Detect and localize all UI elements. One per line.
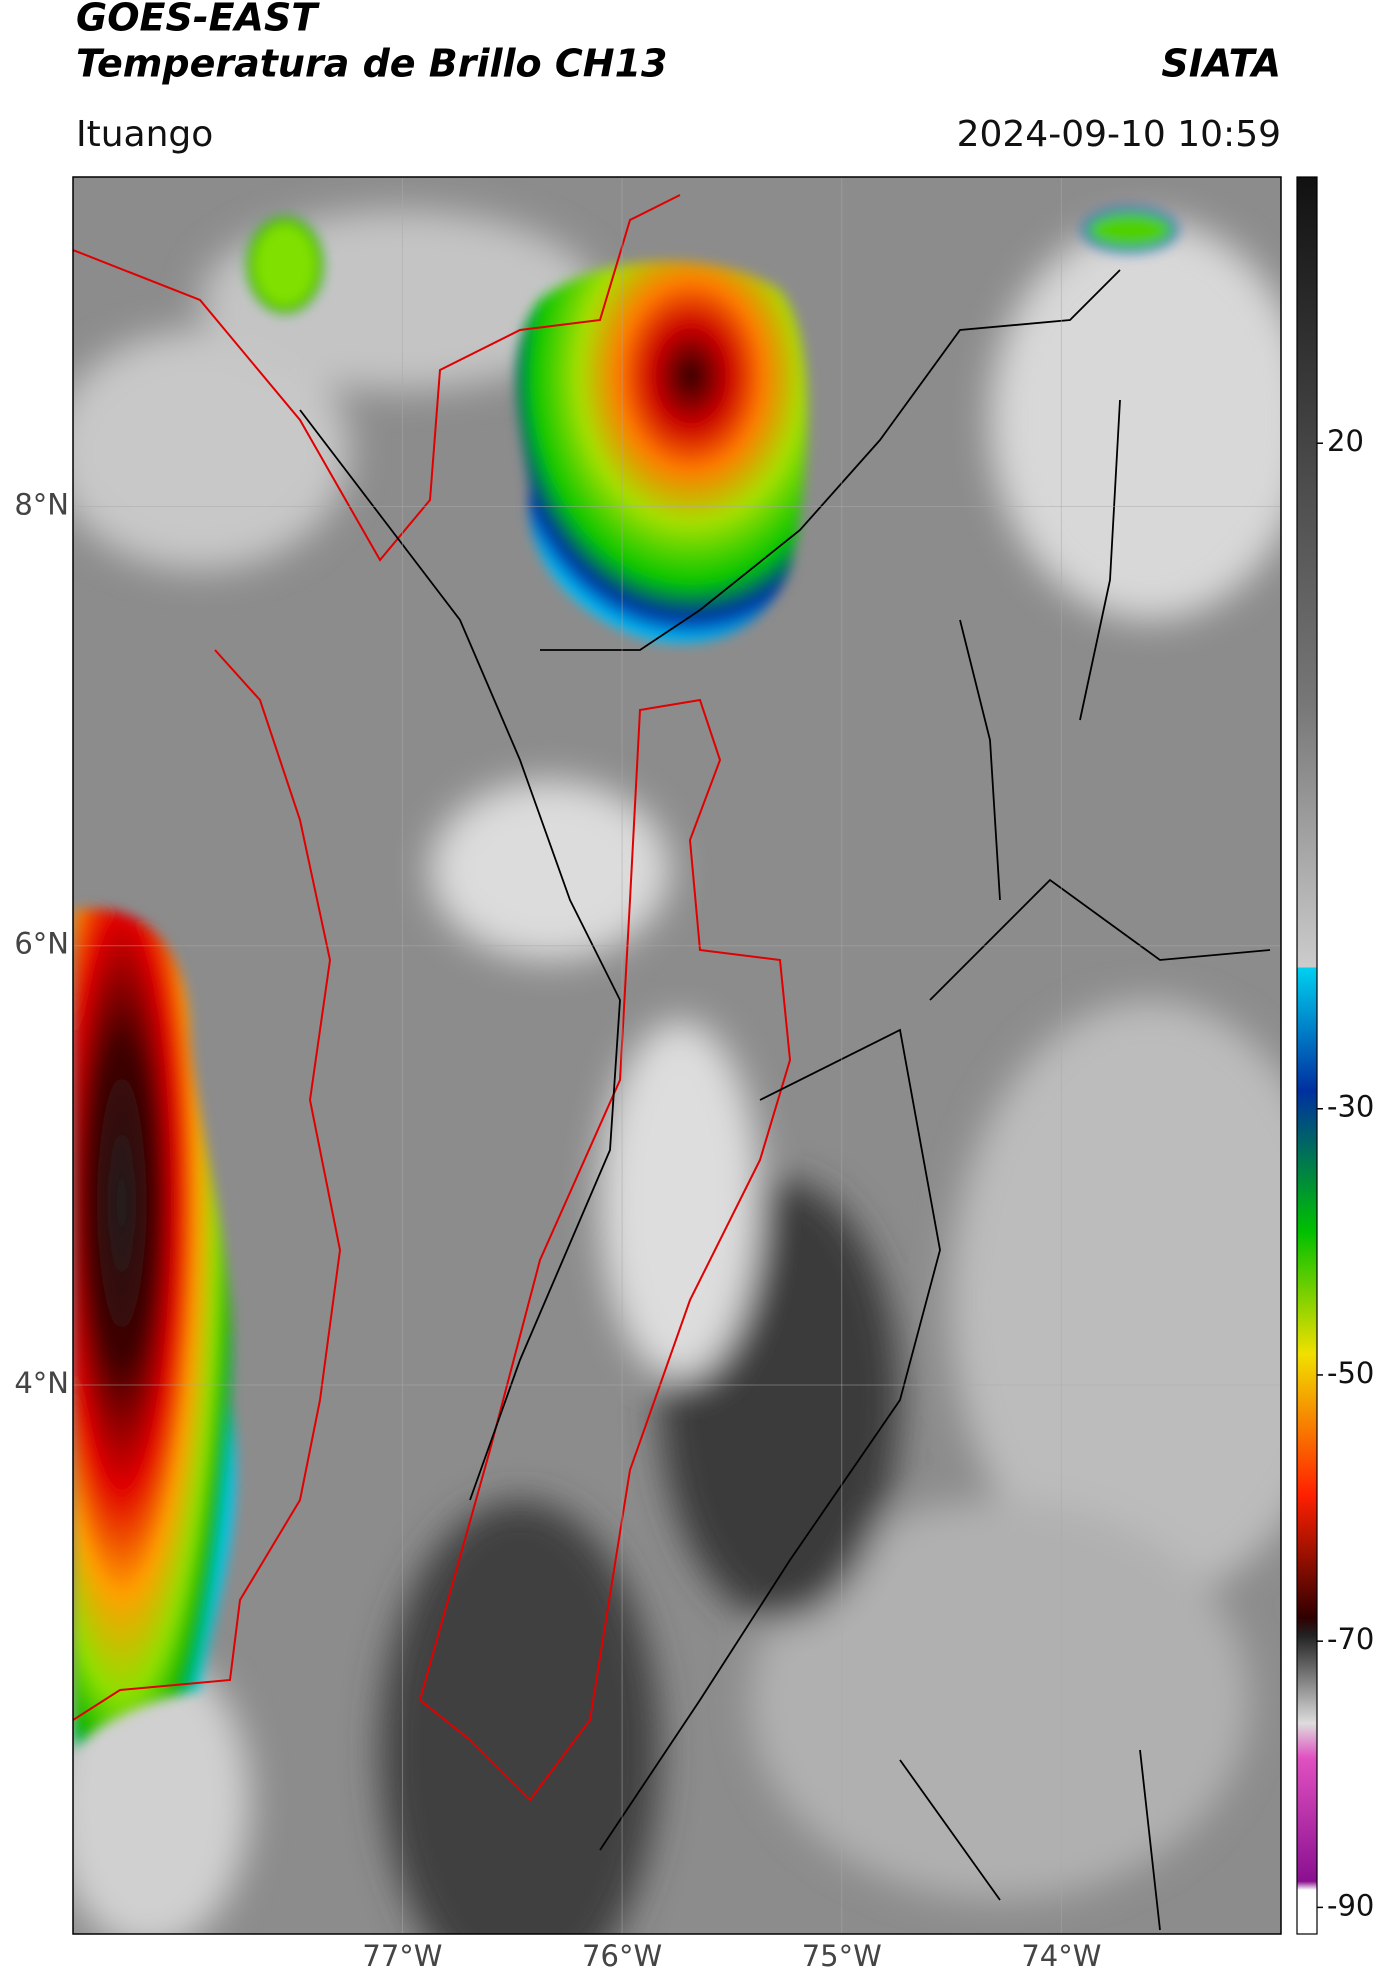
location: Ituango <box>76 114 213 155</box>
colorbar-tick-label: -90 <box>1327 1888 1374 1922</box>
satellite-image <box>73 177 1281 1934</box>
lat-tick-label: 4°N <box>14 1366 69 1400</box>
colorbar <box>1296 176 1318 1935</box>
colorbar-tick-label: -70 <box>1327 1622 1374 1656</box>
colorbar-tick-label: -30 <box>1327 1090 1374 1124</box>
datetime: 2024-09-10 10:59 <box>957 114 1281 155</box>
brand: SIATA <box>1161 42 1281 86</box>
colorbar-tick-label: 20 <box>1327 424 1364 458</box>
lat-tick-label: 8°N <box>14 487 69 521</box>
lon-tick-label: 77°W <box>362 1939 442 1973</box>
title-line2: Temperatura de Brillo CH13 <box>76 42 667 86</box>
lon-tick-label: 75°W <box>802 1939 882 1973</box>
lat-tick-label: 6°N <box>14 927 69 961</box>
map-frame <box>72 176 1282 1935</box>
lon-tick-label: 76°W <box>582 1939 662 1973</box>
title-line1: GOES-EAST <box>76 0 320 40</box>
colorbar-tick-label: -50 <box>1327 1356 1374 1390</box>
lon-tick-label: 74°W <box>1021 1939 1101 1973</box>
